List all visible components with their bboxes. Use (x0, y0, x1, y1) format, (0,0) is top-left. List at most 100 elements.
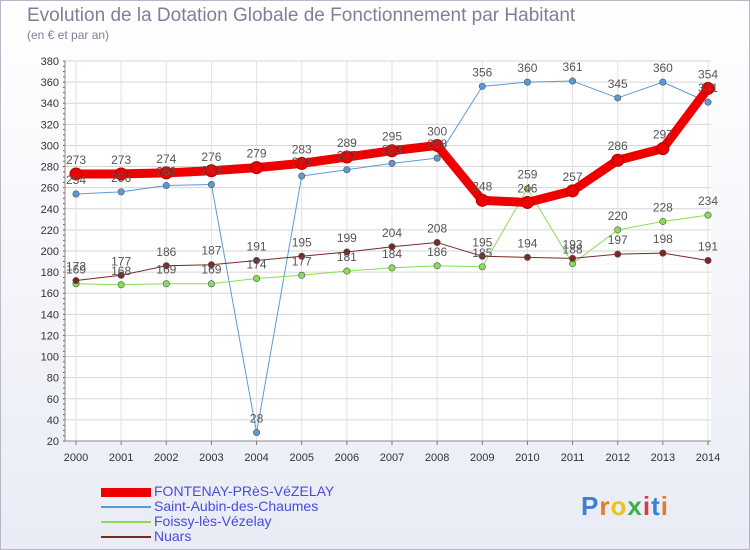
y-tick-label: 320 (41, 119, 59, 131)
data-point (614, 226, 622, 234)
x-tick-label: 2005 (289, 452, 313, 464)
data-label: 169 (201, 263, 221, 277)
data-point (475, 193, 489, 207)
data-label: 172 (66, 260, 86, 274)
x-tick-label: 2002 (154, 452, 178, 464)
data-point (659, 78, 667, 86)
y-tick-label: 40 (47, 415, 59, 427)
data-point (569, 77, 577, 85)
data-point (656, 142, 670, 156)
data-point (659, 249, 667, 257)
proxiti-logo: Proxiti (581, 491, 669, 522)
data-point (433, 262, 441, 270)
y-tick-label: 140 (41, 309, 59, 321)
chart-title: Evolution de la Dotation Globale de Fonc… (27, 5, 576, 26)
data-label: 256 (111, 171, 131, 185)
data-point (343, 248, 351, 256)
data-labels: 273 273 274 276 279 283 289 295 300 248 246 257 286 2… (66, 60, 718, 425)
data-label: 186 (156, 245, 176, 259)
y-tick-label: 200 (41, 246, 59, 258)
data-point (478, 263, 486, 271)
data-point (117, 188, 125, 196)
data-point (298, 172, 306, 180)
data-label: 194 (517, 236, 537, 250)
data-point (253, 256, 261, 264)
data-label: 354 (698, 67, 718, 81)
y-tick-label: 300 (41, 140, 59, 152)
data-label: 271 (292, 155, 312, 169)
legend-label: Foissy-lès-Vézelay (154, 513, 272, 529)
data-point (340, 150, 354, 164)
data-label: 234 (698, 194, 718, 208)
data-label: 246 (517, 181, 537, 195)
data-point (478, 82, 486, 90)
data-point (72, 190, 80, 198)
data-point (72, 277, 80, 285)
data-point (520, 195, 534, 209)
data-point (114, 167, 128, 181)
data-label: 186 (427, 245, 447, 259)
y-tick-label: 280 (41, 162, 59, 174)
data-point (433, 154, 441, 162)
x-tick-label: 2001 (109, 452, 133, 464)
data-label: 191 (698, 240, 718, 254)
data-point (704, 98, 712, 106)
grid (65, 60, 711, 442)
data-label: 174 (247, 257, 267, 271)
data-point (253, 429, 261, 437)
data-point (162, 262, 170, 270)
data-label: 188 (563, 243, 583, 257)
data-point (388, 243, 396, 251)
data-label: 195 (292, 235, 312, 249)
data-label: 300 (427, 124, 447, 138)
data-point (701, 81, 715, 95)
data-point (430, 138, 444, 152)
data-label: 341 (698, 81, 718, 95)
x-tick-label: 2007 (380, 452, 404, 464)
logo-letter: P (581, 491, 600, 521)
legend-label: FONTENAY-PRèS-VéZELAY (154, 483, 335, 499)
x-tick-label: 2012 (605, 452, 629, 464)
data-point (162, 280, 170, 288)
data-label: 254 (66, 173, 86, 187)
x-tick-label: 2003 (199, 452, 223, 464)
data-point (523, 253, 531, 261)
data-label: 262 (156, 165, 176, 179)
data-point (611, 153, 625, 167)
data-point (614, 250, 622, 258)
data-label: 204 (382, 226, 402, 240)
y-tick-label: 20 (47, 436, 59, 448)
data-label: 220 (608, 209, 628, 223)
y-tick-label: 340 (41, 98, 59, 110)
data-point (659, 217, 667, 225)
x-tick-label: 2000 (64, 452, 88, 464)
data-label: 248 (472, 179, 492, 193)
data-point (207, 181, 215, 189)
data-label: 360 (653, 61, 673, 75)
data-label: 197 (608, 233, 628, 247)
data-label: 168 (111, 264, 131, 278)
data-point (69, 167, 83, 181)
y-tick-label: 100 (41, 352, 59, 364)
data-label: 273 (111, 153, 131, 167)
data-point (207, 261, 215, 269)
data-point (704, 256, 712, 264)
y-tick-label: 60 (47, 394, 59, 406)
data-label: 187 (201, 244, 221, 258)
y-tick-label: 240 (41, 204, 59, 216)
data-point (523, 185, 531, 193)
data-label: 356 (472, 65, 492, 79)
data-point (159, 166, 173, 180)
data-label: 169 (66, 263, 86, 277)
x-tick-label: 2010 (515, 452, 539, 464)
x-tick-label: 2013 (651, 452, 675, 464)
axes: 20 40 60 80 100 120 140 160 180 200 220 240 260 280 30… (41, 56, 721, 464)
legend-label: Nuars (154, 528, 192, 544)
data-point (343, 267, 351, 275)
y-tick-label: 120 (41, 330, 59, 342)
data-label: 297 (653, 128, 673, 142)
data-label: 184 (382, 247, 402, 261)
data-point (162, 182, 170, 190)
